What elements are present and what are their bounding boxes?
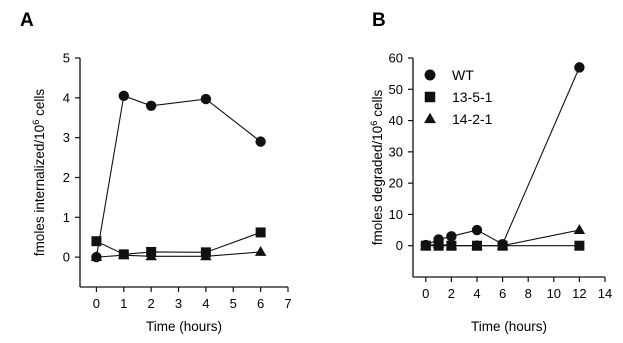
x-tick-label: 6	[499, 286, 506, 301]
x-axis-label: Time (hours)	[471, 319, 547, 334]
x-tick-label: 3	[175, 296, 182, 311]
x-tick-label: 4	[202, 296, 209, 311]
series-line-WT	[425, 67, 580, 246]
legend-label: WT	[452, 67, 474, 83]
data-point-14-2-1	[420, 239, 432, 250]
x-tick-label: 14	[598, 286, 612, 301]
y-tick-label: 20	[389, 176, 403, 191]
data-point-WT	[118, 90, 129, 102]
series-line-WT	[95, 95, 261, 258]
y-axis-label: fmoles internalized/106 cells	[31, 89, 47, 257]
x-tick-label: 10	[547, 286, 561, 301]
data-point-14-2-1	[145, 250, 157, 261]
y-tick-label: 1	[63, 210, 70, 225]
x-tick-label: 0	[422, 286, 429, 301]
data-point-WT	[471, 224, 483, 236]
panel-letter: B	[372, 10, 386, 31]
legend-marker-14-2-1	[424, 112, 436, 124]
data-point-WT	[200, 93, 212, 105]
x-tick-label: 2	[448, 286, 455, 301]
x-tick-label: 2	[148, 296, 155, 311]
x-tick-label: 8	[525, 286, 532, 301]
y-axis-label: fmoles degraded/106 cells	[369, 90, 385, 246]
data-point-13-5-1	[574, 240, 585, 251]
data-point-14-2-1	[90, 251, 103, 262]
panel-b: B 0 10 20 30 40 50 60 0 2 4 6 8 10 12 14 Time (hours) fmo…	[369, 10, 612, 334]
data-point-13-5-1	[255, 227, 266, 238]
data-point-14-2-1	[118, 249, 130, 260]
legend-marker-WT	[424, 69, 436, 81]
panel-letter: A	[20, 10, 34, 31]
y-tick-label: 4	[63, 90, 70, 105]
data-point-WT	[255, 136, 266, 147]
legend-marker-13-5-1	[424, 91, 436, 103]
data-point-14-2-1	[432, 238, 445, 249]
panel-a: A 0 1 2 3 4 5 0 1 2 3 4 5 6 7 Time (hours) fmoles intern…	[20, 10, 292, 334]
x-tick-label: 5	[230, 296, 237, 311]
y-tick-label: 0	[396, 238, 403, 253]
data-point-WT	[446, 231, 457, 242]
x-axis-label: Time (hours)	[146, 319, 222, 334]
data-point-14-2-1	[200, 250, 212, 261]
x-tick-label: 6	[257, 296, 264, 311]
y-tick-label: 60	[389, 51, 403, 66]
y-tick-label: 50	[389, 82, 403, 97]
data-point-WT	[574, 62, 585, 73]
y-tick-label: 5	[63, 51, 70, 66]
x-tick-label: 12	[572, 286, 586, 301]
y-tick-label: 40	[389, 113, 403, 128]
data-point-14-2-1	[445, 239, 458, 250]
y-tick-label: 10	[389, 207, 403, 222]
y-tick-label: 0	[63, 250, 70, 265]
x-tick-label: 0	[93, 296, 100, 311]
x-tick-label: 1	[120, 296, 127, 311]
data-point-14-2-1	[471, 239, 483, 250]
data-point-14-2-1	[254, 245, 267, 256]
data-point-14-2-1	[496, 239, 509, 250]
x-tick-label: 4	[473, 286, 480, 301]
legend-label: 14-2-1	[452, 111, 493, 127]
data-point-WT	[145, 100, 157, 111]
data-point-13-5-1	[91, 236, 102, 247]
data-point-14-2-1	[573, 224, 586, 234]
y-tick-label: 30	[389, 144, 403, 159]
legend-label: 13-5-1	[452, 89, 493, 105]
x-tick-label: 7	[284, 296, 291, 311]
y-tick-label: 2	[63, 170, 70, 185]
y-tick-label: 3	[63, 130, 70, 145]
